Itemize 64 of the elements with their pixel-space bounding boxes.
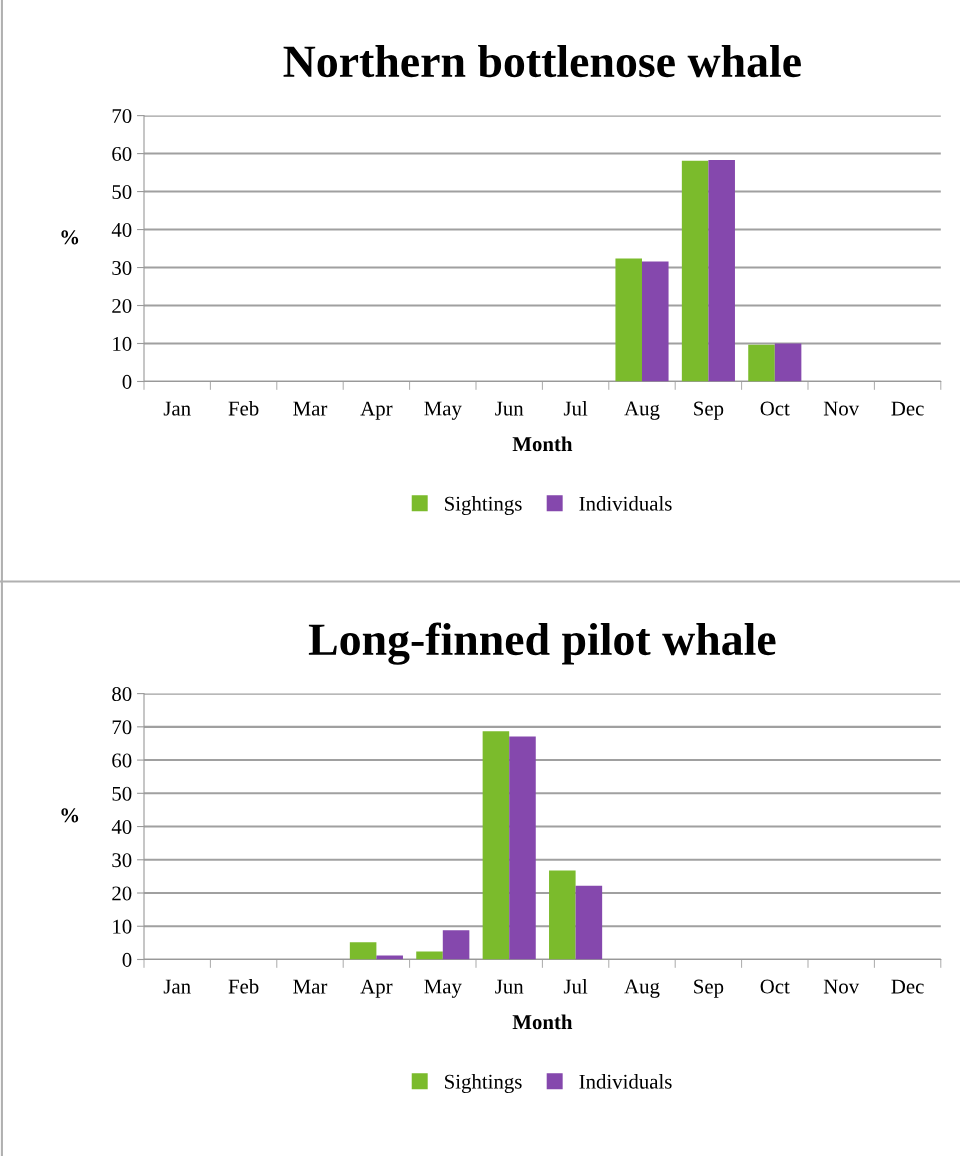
bar [549, 870, 576, 960]
x-tick-label: Sep [694, 401, 724, 420]
y-tick-label: 60 [112, 753, 132, 768]
bar [376, 955, 403, 960]
x-tick-label: Jul [563, 400, 588, 416]
legend-label: Individuals [579, 1074, 672, 1089]
x-axis-title: Month [512, 1014, 573, 1030]
x-tick-label: Apr [360, 979, 393, 998]
y-tick-label: 70 [112, 108, 132, 124]
chart-title: Long-finned pilot whale [308, 622, 776, 665]
y-tick-label: 20 [112, 298, 132, 313]
bar [442, 930, 470, 960]
bar [642, 261, 669, 382]
x-tick-label: Jun [495, 401, 524, 416]
x-tick-label: Jan [163, 401, 191, 416]
x-tick-label: Jul [563, 978, 588, 994]
x-tick-label: Dec [891, 979, 924, 994]
x-tick-label: Nov [823, 401, 860, 416]
x-axis-title: Month [512, 436, 573, 452]
bar [482, 731, 510, 960]
x-tick-label: May [424, 979, 462, 998]
bar [774, 343, 802, 382]
x-tick-label: Aug [624, 401, 660, 420]
x-tick-label: Feb [228, 400, 259, 416]
legend-label: Individuals [579, 496, 672, 511]
y-tick-label: 50 [112, 184, 132, 199]
y-tick-label: 0 [122, 952, 132, 967]
legend-label: Sightings [445, 496, 522, 516]
bar [681, 160, 709, 382]
bar [575, 885, 603, 960]
y-tick-label: 50 [112, 786, 132, 801]
x-tick-label: Oct [760, 979, 790, 994]
y-tick-label: 30 [112, 853, 132, 868]
y-tick-label: 10 [113, 336, 132, 351]
x-tick-label: Jun [495, 979, 524, 994]
y-tick-label: 20 [112, 886, 132, 901]
x-tick-label: Aug [624, 979, 660, 998]
x-tick-label: Mar [293, 401, 328, 416]
y-tick-label: 70 [112, 720, 132, 735]
y-tick-label: 30 [112, 260, 132, 275]
y-tick-label: 40 [111, 819, 132, 834]
x-tick-label: Jan [163, 979, 191, 994]
x-tick-label: Feb [228, 978, 259, 994]
x-tick-label: May [424, 401, 462, 420]
bar [615, 258, 642, 382]
bar [349, 942, 377, 960]
y-tick-label: 60 [112, 146, 132, 162]
y-axis-title: % [61, 230, 79, 245]
y-tick-label: 80 [112, 686, 132, 702]
legend-label: Sightings [445, 1074, 522, 1094]
x-tick-label: Mar [293, 979, 328, 994]
x-tick-label: Nov [823, 979, 860, 994]
x-tick-label: Oct [760, 401, 790, 416]
y-tick-label: 40 [111, 222, 132, 237]
bar [748, 344, 775, 382]
x-tick-label: Sep [694, 979, 724, 998]
x-tick-label: Apr [360, 401, 393, 420]
bar [708, 160, 735, 382]
chart-title: Northern bottlenose whale [283, 44, 801, 78]
y-tick-label: 10 [113, 919, 132, 934]
x-tick-label: Dec [891, 401, 924, 416]
bar [509, 736, 536, 960]
y-axis-title: % [61, 808, 79, 823]
y-tick-label: 0 [122, 374, 132, 389]
